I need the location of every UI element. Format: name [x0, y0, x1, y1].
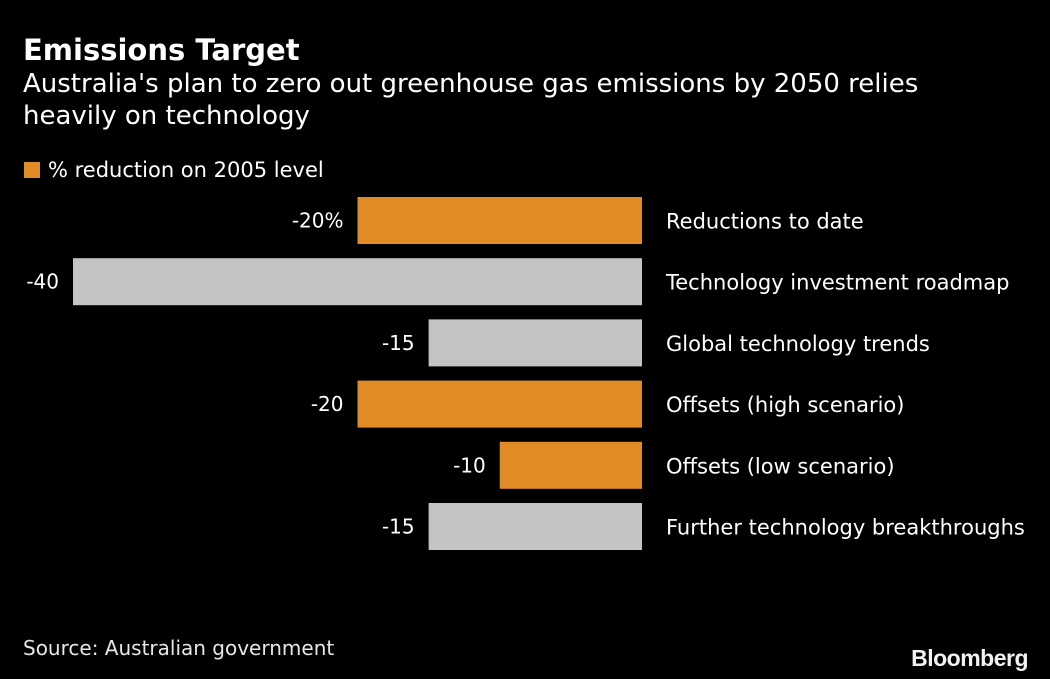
- value-label-offsets-high-scenario: -20: [311, 392, 344, 416]
- category-label-global-technology-trends: Global technology trends: [666, 332, 930, 356]
- bar-global-technology-trends: [428, 319, 642, 367]
- legend-label: % reduction on 2005 level: [48, 158, 324, 182]
- bar-technology-investment-roadmap: [73, 258, 642, 306]
- bar-offsets-high-scenario: [357, 380, 642, 428]
- legend: % reduction on 2005 level: [24, 157, 324, 183]
- legend-swatch: [24, 162, 40, 178]
- value-label-global-technology-trends: -15: [382, 331, 415, 355]
- value-label-offsets-low-scenario: -10: [453, 453, 486, 477]
- category-label-offsets-high-scenario: Offsets (high scenario): [666, 393, 904, 417]
- bar-reductions-to-date: [357, 197, 642, 244]
- chart-title: Emissions Target: [23, 33, 300, 67]
- bloomberg-logo: Bloomberg: [911, 645, 1028, 671]
- category-label-reductions-to-date: Reductions to date: [666, 210, 864, 234]
- category-label-technology-investment-roadmap: Technology investment roadmap: [665, 271, 1009, 295]
- chart-subtitle: Australia's plan to zero out greenhouse …: [23, 69, 919, 131]
- source-note: Source: Australian government: [23, 636, 335, 660]
- value-label-technology-investment-roadmap: -40: [26, 270, 59, 294]
- bar-offsets-low-scenario: [499, 441, 642, 489]
- bar-further-technology-breakthroughs: [428, 503, 642, 550]
- value-label-reductions-to-date: -20%: [292, 209, 344, 233]
- bar-chart: -20% Reductions to date -40 Technology inve…: [26, 197, 1025, 550]
- value-label-further-technology-breakthroughs: -15: [382, 515, 415, 539]
- category-label-further-technology-breakthroughs: Further technology breakthroughs: [666, 516, 1025, 540]
- category-label-offsets-low-scenario: Offsets (low scenario): [666, 454, 895, 478]
